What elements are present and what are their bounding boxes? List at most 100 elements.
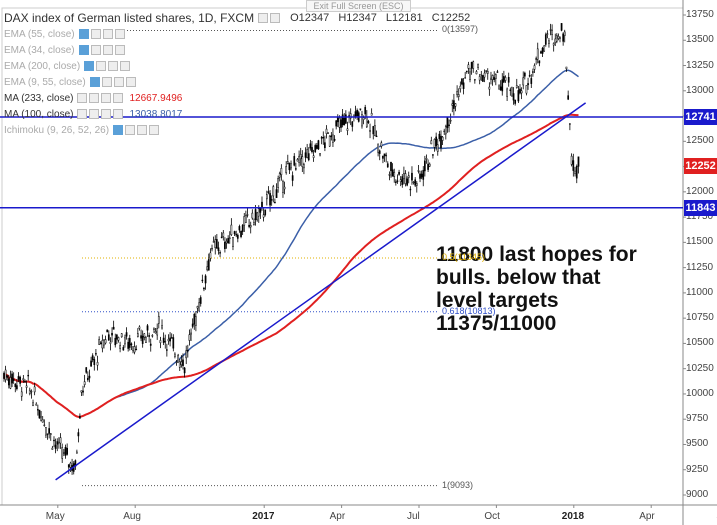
eye-icon[interactable] bbox=[77, 109, 88, 119]
candle-body bbox=[245, 215, 247, 223]
eye-icon[interactable] bbox=[113, 125, 124, 135]
candle-body bbox=[338, 117, 341, 128]
candle-body bbox=[257, 208, 260, 217]
candle-body bbox=[79, 415, 81, 419]
candle-body bbox=[124, 337, 126, 345]
more-icon[interactable] bbox=[114, 45, 125, 55]
settings-icon[interactable] bbox=[96, 61, 107, 71]
candle-body bbox=[307, 153, 310, 161]
settings-icon[interactable] bbox=[101, 77, 112, 87]
candle-body bbox=[104, 339, 107, 344]
candle-body bbox=[283, 186, 286, 190]
more-icon[interactable] bbox=[149, 125, 160, 135]
low-value: L12181 bbox=[385, 12, 423, 24]
candle-body bbox=[536, 48, 539, 60]
candle-body bbox=[432, 154, 434, 156]
settings-icon[interactable] bbox=[258, 13, 269, 23]
candle-body bbox=[420, 173, 423, 178]
y-tick-label: 10000 bbox=[686, 387, 714, 399]
candle-body bbox=[464, 77, 467, 79]
candle-body bbox=[532, 71, 534, 73]
candle-body bbox=[12, 379, 15, 381]
more-icon[interactable] bbox=[120, 61, 131, 71]
candle-body bbox=[482, 75, 484, 82]
candle-body bbox=[383, 153, 386, 157]
indicator-row: MA (100, close) 13038.8017 bbox=[4, 106, 476, 122]
candle-body bbox=[341, 114, 344, 126]
candle-body bbox=[135, 348, 138, 351]
candle-body bbox=[217, 247, 220, 251]
candle-body bbox=[157, 316, 160, 324]
candle-body bbox=[459, 85, 462, 90]
eye-icon[interactable] bbox=[270, 13, 281, 23]
candle-body bbox=[240, 230, 242, 237]
settings-icon[interactable] bbox=[90, 45, 101, 55]
close-icon[interactable] bbox=[108, 61, 119, 71]
candle-body bbox=[399, 179, 402, 183]
candle-body bbox=[295, 168, 297, 170]
candle-body bbox=[235, 233, 238, 236]
candle-body bbox=[577, 156, 580, 167]
candle-body bbox=[433, 139, 436, 148]
candle-body bbox=[7, 378, 10, 386]
settings-icon[interactable] bbox=[125, 125, 136, 135]
candle-body bbox=[114, 337, 117, 346]
close-icon[interactable] bbox=[102, 29, 113, 39]
settings-icon[interactable] bbox=[89, 109, 100, 119]
candle-body bbox=[62, 452, 65, 454]
more-icon[interactable] bbox=[125, 77, 136, 87]
candle-body bbox=[530, 78, 533, 84]
candle-body bbox=[248, 224, 250, 227]
eye-icon[interactable] bbox=[77, 93, 88, 103]
settings-icon[interactable] bbox=[89, 93, 100, 103]
candle-body bbox=[448, 124, 450, 126]
close-icon[interactable] bbox=[102, 45, 113, 55]
x-tick-label: May bbox=[45, 511, 65, 522]
more-icon[interactable] bbox=[113, 93, 124, 103]
candle-body bbox=[183, 367, 186, 374]
indicator-name: MA (233, close) bbox=[4, 92, 74, 104]
more-icon[interactable] bbox=[113, 109, 124, 119]
exit-fullscreen-button[interactable]: Exit Full Screen (ESC) bbox=[306, 0, 411, 12]
eye-icon[interactable] bbox=[89, 77, 100, 87]
close-icon[interactable] bbox=[113, 77, 124, 87]
eye-icon[interactable] bbox=[78, 45, 89, 55]
ma-233-line bbox=[3, 113, 579, 418]
candle-body bbox=[411, 172, 413, 181]
candle-body bbox=[390, 161, 392, 172]
candle-body bbox=[59, 437, 62, 444]
candle-body bbox=[24, 380, 26, 383]
close-icon[interactable] bbox=[101, 109, 112, 119]
candle-body bbox=[56, 441, 59, 445]
candle-body bbox=[106, 329, 109, 333]
settings-icon[interactable] bbox=[90, 29, 101, 39]
y-tick-label: 10500 bbox=[686, 337, 714, 349]
candle-body bbox=[198, 302, 200, 312]
candle-body bbox=[491, 75, 494, 80]
price-tag: 12741 bbox=[684, 108, 717, 125]
x-tick-label: Apr bbox=[639, 511, 655, 522]
candle-body bbox=[417, 170, 420, 172]
candle-body bbox=[222, 232, 225, 237]
candle-body bbox=[11, 373, 13, 384]
candle-body bbox=[45, 427, 47, 436]
open-value: O12347 bbox=[290, 12, 330, 24]
candle-body bbox=[388, 174, 391, 176]
candle-body bbox=[372, 126, 375, 135]
close-icon[interactable] bbox=[101, 93, 112, 103]
candle-body bbox=[69, 462, 72, 468]
eye-icon[interactable] bbox=[78, 29, 89, 39]
close-icon[interactable] bbox=[137, 125, 148, 135]
indicator-buttons bbox=[77, 109, 124, 119]
candle-body bbox=[391, 169, 394, 177]
candle-body bbox=[262, 214, 265, 218]
candle-body bbox=[346, 128, 349, 131]
candle-body bbox=[367, 121, 370, 124]
candle-body bbox=[267, 191, 270, 193]
candle-body bbox=[322, 137, 325, 139]
eye-icon[interactable] bbox=[84, 61, 95, 71]
more-icon[interactable] bbox=[114, 29, 125, 39]
candle-body bbox=[535, 58, 537, 60]
candle-body bbox=[565, 66, 568, 70]
